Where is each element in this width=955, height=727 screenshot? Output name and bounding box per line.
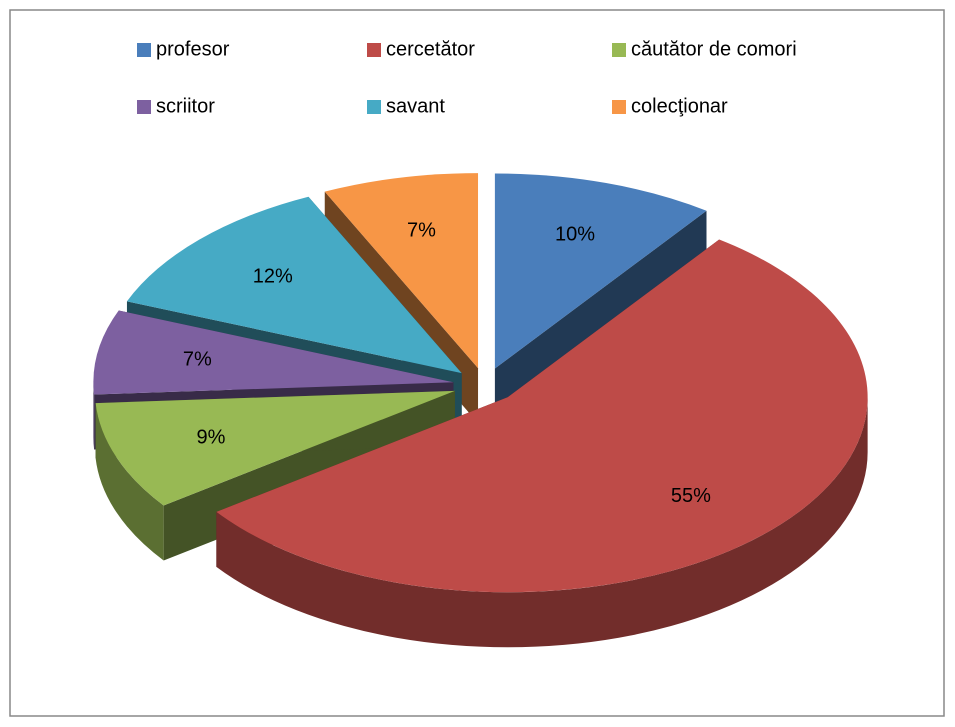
legend-swatch	[367, 100, 381, 114]
data-label: 12%	[253, 265, 293, 287]
slice-top	[126, 196, 462, 374]
slice-top	[494, 173, 707, 369]
data-label: 7%	[183, 349, 212, 371]
legend-swatch	[612, 100, 626, 114]
slice-top	[216, 239, 868, 593]
slice-wall	[95, 403, 164, 561]
legend-label: savant	[386, 95, 445, 117]
legend-label: cercetător	[386, 38, 475, 60]
legend-label: scriitor	[156, 95, 215, 117]
slice-top	[93, 310, 454, 395]
legend-swatch	[137, 43, 151, 57]
slice-top	[324, 173, 479, 369]
slice-wall	[216, 397, 868, 648]
pie-slice	[216, 239, 868, 648]
data-label: 7%	[407, 219, 436, 241]
legend-swatch	[137, 100, 151, 114]
legend-swatch	[612, 43, 626, 57]
data-label: 10%	[555, 223, 595, 245]
legend-label: colecţionar	[631, 95, 728, 117]
slice-wall	[93, 382, 95, 450]
legend-label: căutător de comori	[631, 38, 797, 60]
legend-swatch	[367, 43, 381, 57]
slice-top	[95, 390, 455, 506]
legend-label: profesor	[156, 38, 230, 60]
data-label: 55%	[671, 485, 711, 507]
data-label: 9%	[197, 427, 226, 449]
